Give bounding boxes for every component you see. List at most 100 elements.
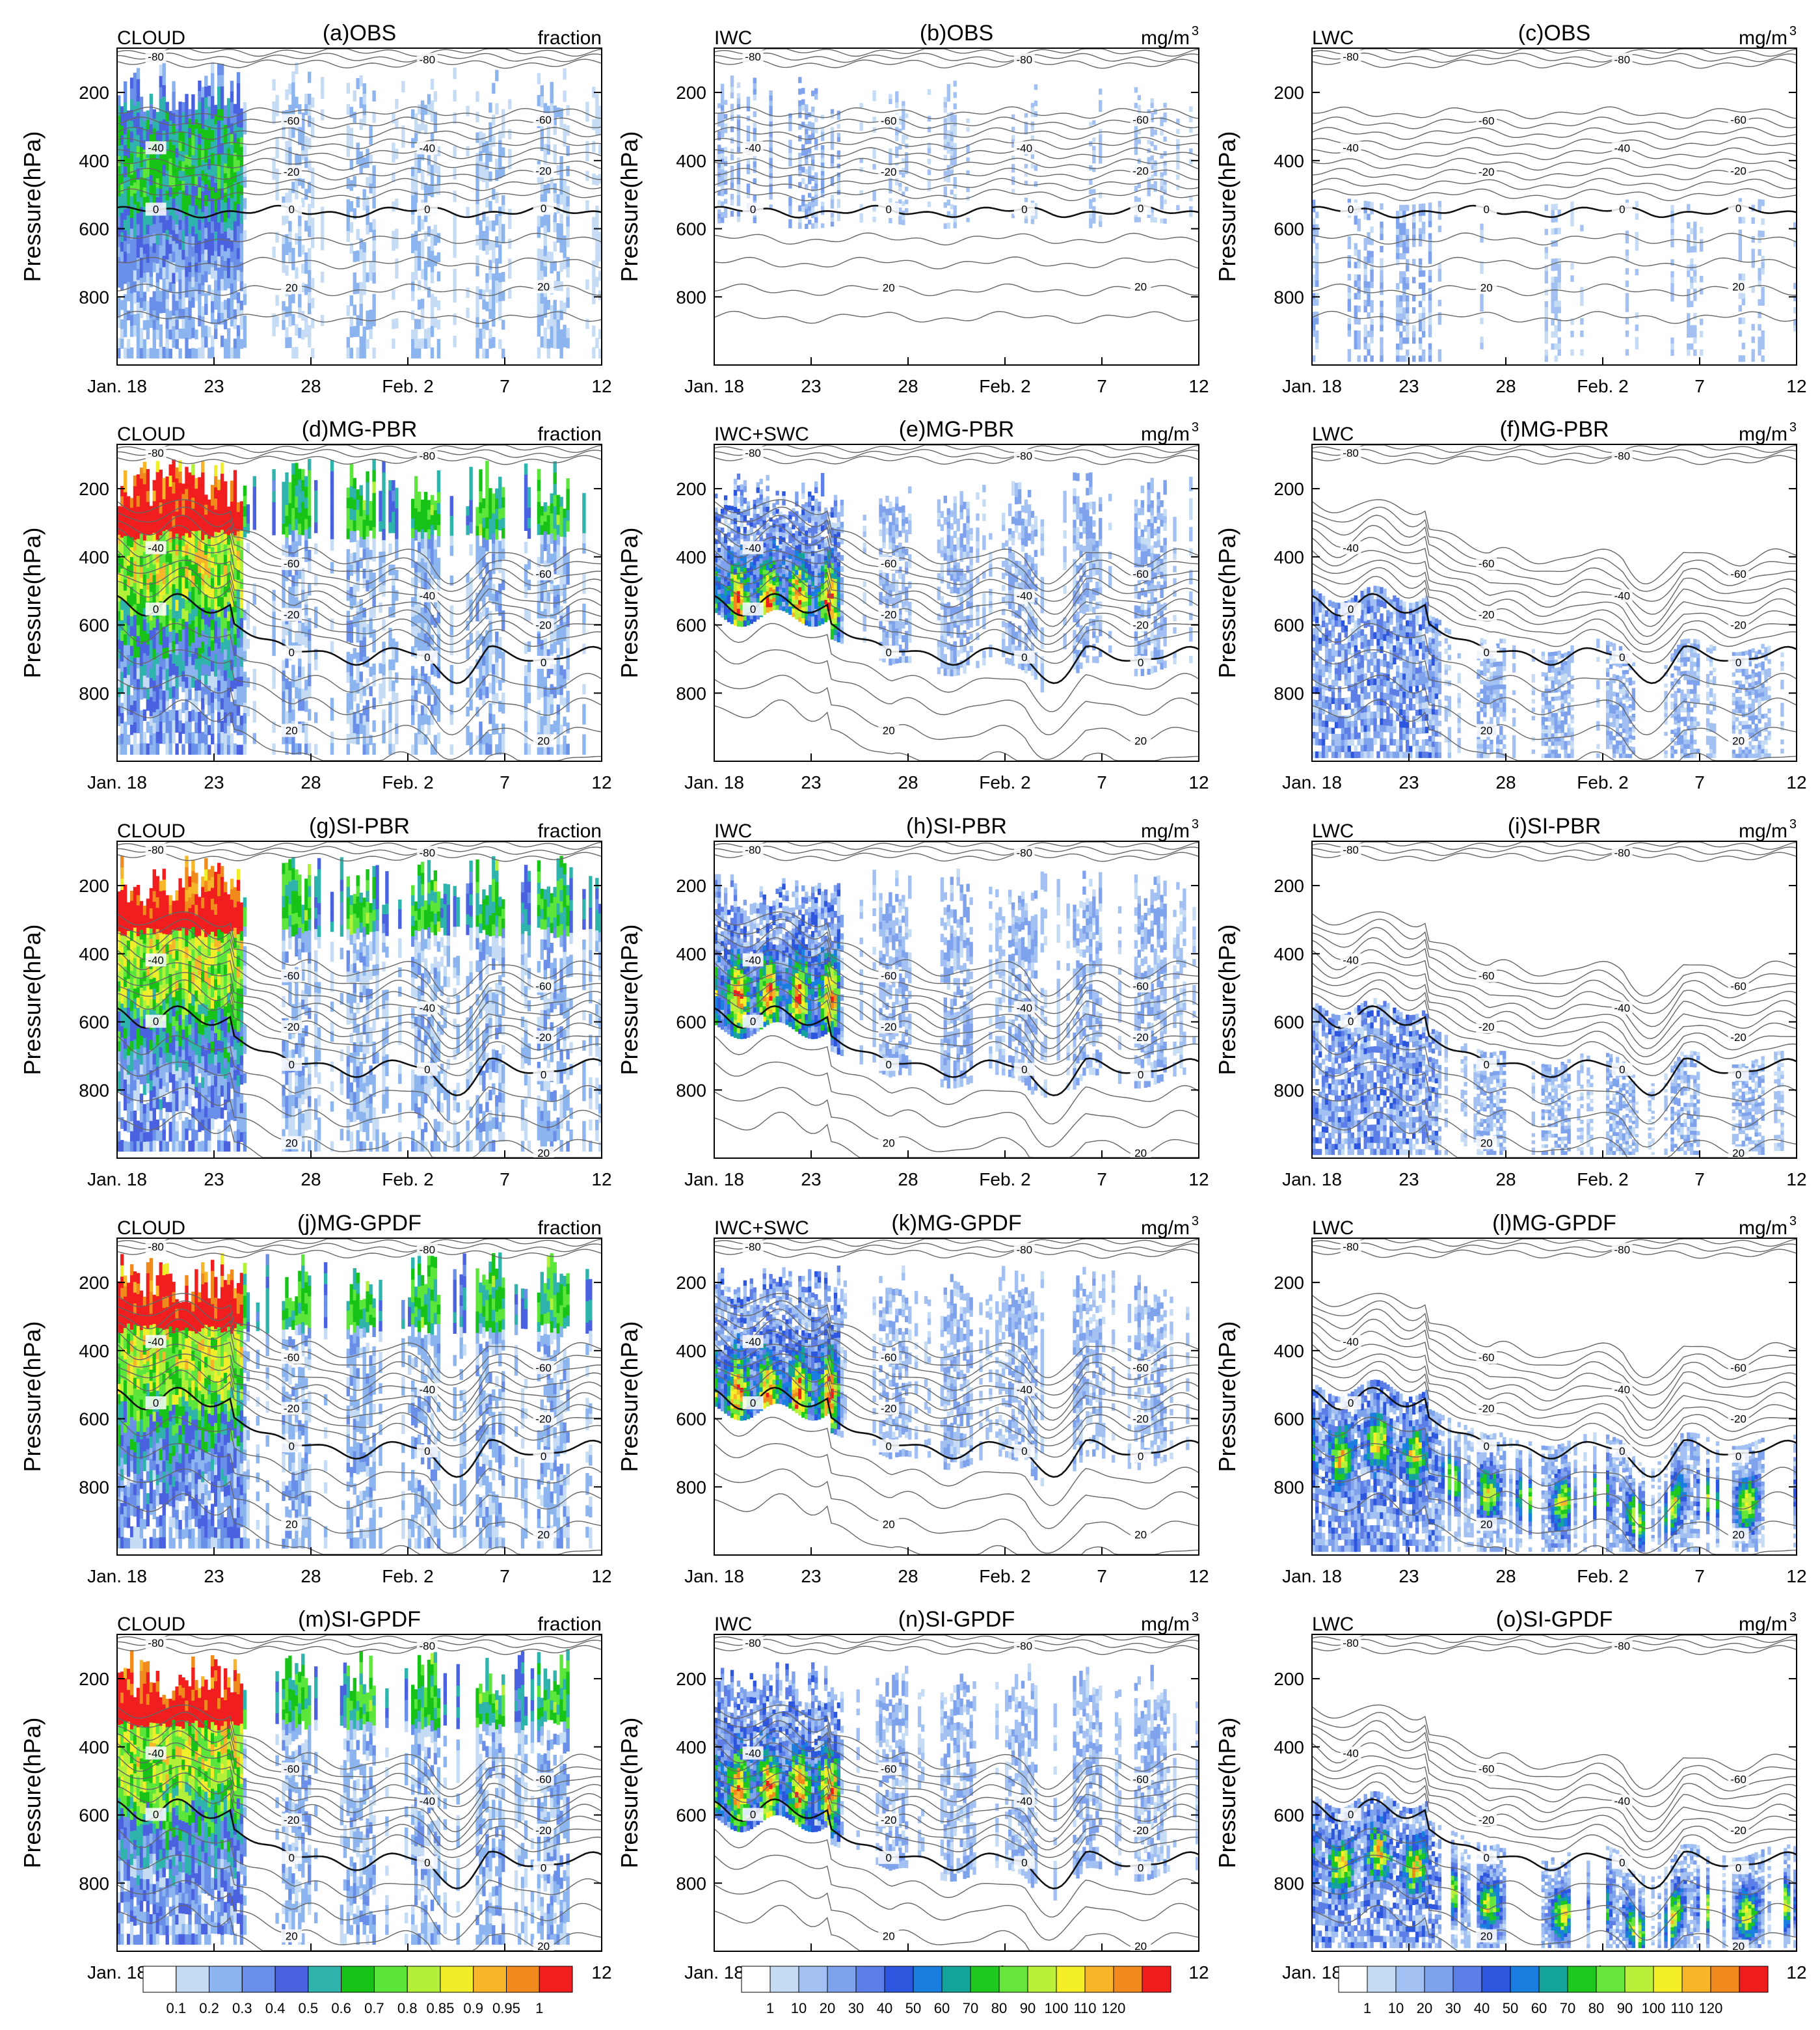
field-cell bbox=[172, 709, 176, 721]
field-cell bbox=[814, 217, 818, 223]
field-cell bbox=[185, 732, 189, 744]
field-cell bbox=[217, 532, 221, 543]
field-cell bbox=[168, 320, 172, 331]
field-cell bbox=[155, 169, 159, 179]
field-cell bbox=[723, 208, 728, 213]
field-cell bbox=[172, 459, 176, 471]
field-cell bbox=[482, 528, 486, 538]
field-cell bbox=[1554, 282, 1558, 290]
field-cell bbox=[230, 304, 234, 316]
field-cell bbox=[872, 190, 876, 196]
field-cell bbox=[905, 113, 909, 118]
field-cell bbox=[485, 320, 489, 331]
field-cell bbox=[178, 210, 182, 221]
field-cell bbox=[1176, 118, 1180, 124]
field-cell bbox=[1738, 217, 1742, 224]
field-cell bbox=[359, 619, 363, 630]
field-cell bbox=[243, 283, 247, 295]
field-cell bbox=[430, 535, 435, 545]
field-cell bbox=[217, 165, 221, 178]
field-cell bbox=[230, 198, 234, 210]
field-cell bbox=[226, 744, 231, 755]
field-cell bbox=[142, 675, 147, 688]
field-cell bbox=[272, 612, 276, 623]
field-cell bbox=[411, 548, 415, 558]
field-cell bbox=[1357, 224, 1361, 232]
field-cell bbox=[162, 130, 166, 142]
field-cell bbox=[230, 251, 234, 263]
field-cell bbox=[479, 230, 483, 241]
field-cell bbox=[372, 550, 376, 562]
field-cell bbox=[165, 636, 169, 648]
field-cell bbox=[346, 305, 350, 316]
field-cell bbox=[836, 133, 841, 138]
field-cell bbox=[1092, 154, 1096, 159]
field-cell bbox=[162, 531, 166, 542]
field-cell bbox=[181, 131, 185, 142]
field-cell bbox=[211, 640, 215, 651]
field-cell bbox=[162, 62, 166, 74]
field-cell bbox=[226, 573, 231, 584]
field-cell bbox=[272, 325, 276, 336]
field-cell bbox=[165, 669, 169, 680]
field-cell bbox=[417, 552, 422, 563]
contour-label-bg bbox=[1476, 280, 1497, 294]
field-cell bbox=[362, 500, 366, 511]
field-cell bbox=[436, 271, 441, 282]
field-cell bbox=[556, 194, 560, 204]
field-cell bbox=[298, 104, 302, 115]
field-cell bbox=[488, 142, 492, 152]
field-cell bbox=[191, 486, 195, 498]
field-cell bbox=[369, 310, 373, 320]
field-cell bbox=[204, 714, 208, 725]
field-cell bbox=[362, 284, 366, 295]
field-cell bbox=[155, 264, 159, 273]
field-cell bbox=[349, 519, 353, 532]
field-cell bbox=[423, 623, 428, 634]
field-cell bbox=[372, 697, 376, 710]
temperature-contour bbox=[714, 188, 1199, 202]
field-cell bbox=[730, 177, 734, 183]
field-cell bbox=[236, 72, 241, 84]
field-cell bbox=[298, 124, 302, 135]
field-cell bbox=[155, 121, 159, 131]
contour-label: -20 bbox=[535, 165, 552, 178]
field-cell bbox=[392, 586, 395, 597]
field-cell bbox=[753, 122, 756, 129]
field-cell bbox=[226, 188, 231, 198]
field-cell bbox=[1544, 228, 1548, 236]
field-cell bbox=[427, 627, 431, 638]
field-cell bbox=[388, 606, 392, 618]
field-cell bbox=[223, 144, 228, 154]
field-cell bbox=[220, 211, 224, 223]
field-cell bbox=[1092, 189, 1096, 194]
field-cell bbox=[1357, 280, 1361, 288]
field-cell bbox=[595, 277, 599, 288]
field-cell bbox=[1758, 299, 1761, 306]
field-cell bbox=[362, 539, 366, 550]
field-cell bbox=[485, 141, 489, 151]
field-cell bbox=[1418, 313, 1423, 319]
field-cell bbox=[126, 224, 131, 235]
field-cell bbox=[482, 537, 486, 548]
contour-label: 0 bbox=[1138, 202, 1144, 215]
field-cell bbox=[123, 623, 127, 635]
field-cell bbox=[359, 712, 363, 724]
field-cell bbox=[859, 103, 863, 108]
field-cell bbox=[191, 347, 195, 359]
field-cell bbox=[120, 241, 124, 252]
temperature-contour bbox=[117, 127, 602, 141]
field-cell bbox=[252, 679, 256, 691]
field-cell bbox=[372, 90, 376, 102]
field-cell bbox=[1693, 337, 1697, 344]
field-cell bbox=[204, 515, 208, 525]
contour-label-bg bbox=[145, 202, 167, 216]
field-cell bbox=[301, 468, 305, 481]
field-cell bbox=[1380, 319, 1384, 326]
field-cell bbox=[185, 185, 189, 196]
field-cell bbox=[423, 613, 428, 624]
field-cell bbox=[191, 196, 195, 206]
field-cell bbox=[353, 499, 356, 510]
field-cell bbox=[1580, 224, 1584, 232]
field-cell bbox=[1438, 312, 1442, 319]
